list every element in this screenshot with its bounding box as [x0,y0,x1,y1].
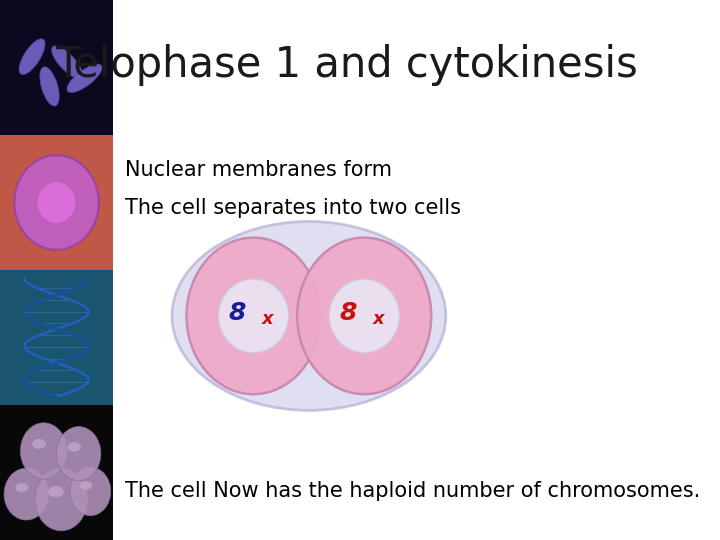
Ellipse shape [57,427,101,481]
Text: Nuclear membranes form: Nuclear membranes form [125,160,392,180]
Ellipse shape [20,423,67,479]
Ellipse shape [67,64,102,92]
Text: x: x [261,309,274,328]
Ellipse shape [329,279,399,353]
Ellipse shape [80,481,92,490]
Ellipse shape [68,442,81,451]
Bar [0,270,113,405]
Bar [0,405,113,540]
Ellipse shape [15,483,28,492]
Ellipse shape [48,486,64,497]
Text: The cell Now has the haploid number of chromosomes.: The cell Now has the haploid number of c… [125,481,701,502]
Ellipse shape [35,468,87,531]
Ellipse shape [219,279,289,353]
Text: Telophase 1 and cytokinesis: Telophase 1 and cytokinesis [55,44,638,86]
Ellipse shape [70,467,111,516]
Ellipse shape [14,156,99,249]
Text: x: x [372,309,384,328]
Ellipse shape [40,67,59,106]
Ellipse shape [32,439,46,449]
Ellipse shape [172,221,446,410]
Ellipse shape [4,468,48,520]
Ellipse shape [297,238,431,394]
Ellipse shape [19,39,45,75]
Ellipse shape [52,46,82,78]
Text: 8: 8 [228,301,246,325]
Text: 8: 8 [339,301,356,325]
Text: The cell separates into two cells: The cell separates into two cells [125,198,462,218]
Bar [0,0,113,135]
Bar [0,135,113,270]
Ellipse shape [37,183,76,222]
Ellipse shape [186,238,320,394]
